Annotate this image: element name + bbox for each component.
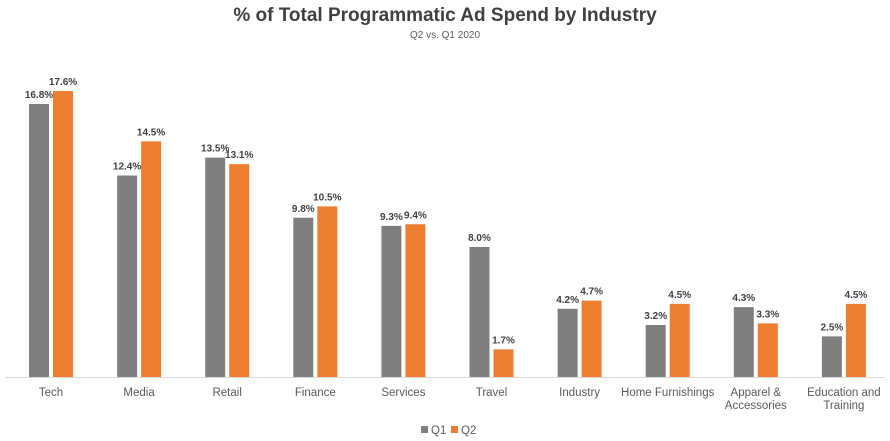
bar-q1-7 [645, 325, 666, 377]
bar-q1-2 [205, 157, 226, 377]
data-label-q1-8: 4.3% [732, 293, 755, 304]
data-label-q2-1: 14.5% [137, 127, 165, 138]
bar-q2-7 [669, 303, 690, 377]
bar-q1-5 [469, 247, 490, 377]
bar-q2-3 [317, 206, 338, 377]
data-label-q1-7: 3.2% [644, 311, 667, 322]
category-label: Retail [212, 387, 241, 399]
data-label-q2-4: 9.4% [404, 210, 427, 221]
data-label-q1-6: 4.2% [556, 295, 579, 306]
bar-q2-4 [405, 224, 426, 377]
data-label-q2-8: 3.3% [756, 309, 779, 320]
category-label: Home Furnishings [621, 387, 715, 399]
data-label-q2-9: 4.5% [845, 290, 868, 301]
data-label-q1-0: 16.8% [25, 90, 53, 101]
data-label-q2-3: 10.5% [313, 192, 341, 203]
data-label-q1-4: 9.3% [380, 212, 403, 223]
category-label: Industry [559, 387, 600, 399]
category-labels: Tech Media Retail Finance Services Travel Indu… [39, 387, 881, 412]
data-label-q1-9: 2.5% [821, 322, 844, 333]
legend: Q1 Q2 [421, 425, 476, 437]
bar-q1-8 [733, 307, 754, 377]
bar-q2-6 [581, 300, 602, 377]
bar-q2-8 [757, 323, 778, 377]
plot-area: 16.8% 17.6% 12.4% 14.5% 13.5%13.1% 9.8%10.5% 9… [25, 77, 868, 377]
legend-label-q1: Q1 [431, 425, 446, 437]
data-label-q2-6: 4.7% [580, 287, 603, 298]
bar-q1-0 [29, 104, 49, 377]
data-label-q1-3: 9.8% [292, 204, 315, 215]
bar-q1-3 [293, 217, 314, 377]
bar-q1-1 [117, 175, 138, 377]
data-label-q2-7: 4.5% [668, 290, 691, 301]
bar-q1-9 [821, 336, 842, 377]
data-label-q2-5: 1.7% [492, 335, 515, 346]
category-label: Travel [476, 387, 508, 399]
category-label: Accessories [725, 400, 787, 412]
category-label: Media [123, 387, 155, 399]
bar-q2-2 [229, 164, 250, 377]
data-label-q1-2: 13.5% [201, 144, 229, 155]
bar-q1-6 [557, 308, 578, 377]
chart-subtitle: Q2 vs. Q1 2020 [410, 30, 480, 41]
category-label: Training [823, 400, 864, 412]
bar-q2-5 [493, 349, 514, 377]
bar-q2-9 [845, 303, 866, 377]
data-label-q2-0: 17.6% [49, 77, 77, 88]
category-label: Services [381, 387, 425, 399]
bar-q1-4 [381, 225, 402, 377]
data-label-q2-2: 13.1% [225, 150, 253, 161]
legend-swatch-q2 [451, 426, 458, 433]
data-label-q1-1: 12.4% [113, 162, 141, 173]
category-label: Education and [807, 387, 881, 399]
bar-q2-0 [53, 91, 73, 377]
category-label: Finance [295, 387, 336, 399]
category-label: Tech [39, 387, 63, 399]
category-label: Apparel & [731, 387, 782, 399]
chart-title: % of Total Programmatic Ad Spend by Indu… [233, 5, 657, 26]
legend-label-q2: Q2 [461, 425, 476, 437]
data-label-q1-5: 8.0% [468, 233, 491, 244]
legend-swatch-q1 [421, 426, 428, 433]
bar-q2-1 [141, 141, 162, 377]
